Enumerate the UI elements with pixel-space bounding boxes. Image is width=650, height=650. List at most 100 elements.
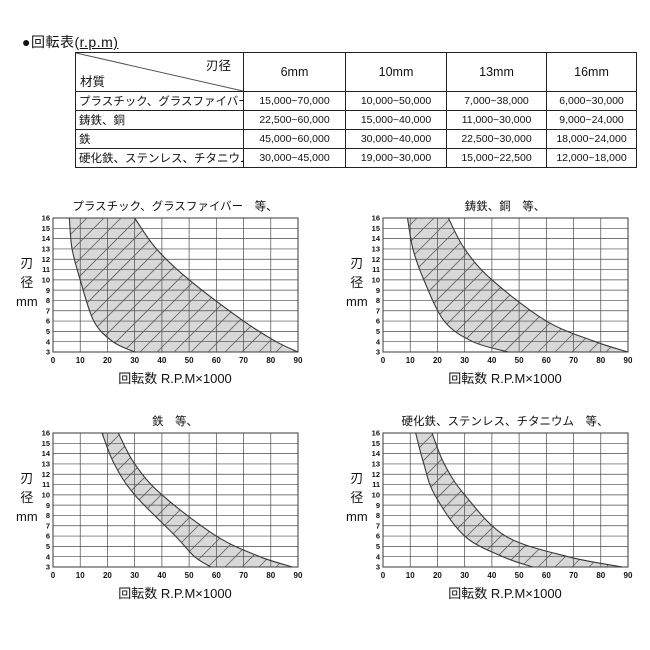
y-tick-label: 4 — [376, 552, 381, 561]
x-tick-label: 90 — [294, 356, 303, 365]
y-tick-label: 8 — [46, 511, 50, 520]
chart-plastic-glassfiber: プラスチック、グラスファイバー 等、 刃 径 mm 0 10 20 30 40 50 60 7… — [10, 198, 320, 387]
page-title: ●回転表(r.p.m) — [22, 32, 118, 52]
y-axis-label-line: 径 — [20, 275, 34, 290]
value-cell: 12,000~18,000 — [546, 148, 637, 168]
y-axis-label-line: mm — [16, 509, 38, 524]
x-tick-label: 0 — [51, 571, 56, 580]
x-tick-label: 80 — [266, 356, 275, 365]
value-cell: 15,000~40,000 — [345, 110, 447, 130]
y-tick-label: 11 — [42, 480, 50, 489]
y-axis-label: 刃 径 mm — [16, 254, 38, 311]
y-tick-label: 4 — [46, 552, 51, 561]
y-tick-label: 6 — [376, 532, 380, 541]
x-tick-label: 90 — [624, 356, 633, 365]
y-tick-label: 11 — [372, 265, 380, 274]
y-tick-label: 12 — [42, 255, 50, 264]
y-tick-label: 9 — [376, 286, 380, 295]
y-axis-label: 刃 径 mm — [346, 469, 368, 526]
y-tick-label: 15 — [372, 224, 380, 233]
y-tick-label: 11 — [372, 480, 380, 489]
value-cell: 10,000~50,000 — [345, 91, 447, 111]
y-axis-label-line: mm — [346, 509, 368, 524]
y-tick-label: 16 — [42, 214, 50, 223]
y-axis-label-line: mm — [16, 294, 38, 309]
page-title-text: ●回転表( — [22, 34, 80, 50]
x-tick-label: 30 — [130, 571, 139, 580]
x-axis-label: 回転数 R.P.M×1000 — [448, 586, 562, 601]
page-title-rpm: r.p.m) — [79, 34, 119, 50]
y-tick-label: 13 — [372, 245, 380, 254]
x-tick-label: 50 — [185, 571, 194, 580]
x-tick-label: 20 — [103, 571, 112, 580]
y-tick-label: 13 — [42, 460, 50, 469]
x-tick-label: 20 — [433, 571, 442, 580]
y-tick-label: 10 — [372, 490, 380, 499]
y-tick-label: 7 — [46, 521, 50, 530]
y-tick-label: 16 — [372, 429, 380, 438]
value-cell: 11,000~30,000 — [446, 110, 547, 130]
y-tick-label: 10 — [372, 275, 380, 284]
value-cell: 6,000~30,000 — [546, 91, 637, 111]
value-cell: 15,000~70,000 — [243, 91, 346, 111]
x-tick-label: 30 — [130, 356, 139, 365]
y-tick-label: 3 — [376, 348, 380, 357]
y-tick-label: 5 — [376, 542, 380, 551]
y-tick-label: 8 — [46, 296, 50, 305]
diagonal-line — [76, 53, 243, 91]
y-tick-label: 11 — [42, 265, 50, 274]
chart-iron: 鉄 等、 刃 径 mm 0 10 20 30 40 50 60 70 80 90 3 4 5 6 7 8 9 10… — [10, 413, 320, 602]
x-tick-label: 70 — [239, 571, 248, 580]
x-tick-label: 60 — [212, 356, 221, 365]
x-tick-label: 50 — [515, 571, 524, 580]
value-cell: 30,000~40,000 — [345, 129, 447, 149]
x-tick-label: 30 — [460, 571, 469, 580]
table-row: 鉄 45,000~60,000 30,000~40,000 22,500~30,000… — [75, 129, 637, 149]
y-tick-label: 5 — [46, 542, 50, 551]
y-axis-label-line: 刃 — [350, 471, 364, 486]
x-tick-label: 10 — [406, 571, 415, 580]
x-tick-label: 10 — [406, 356, 415, 365]
y-tick-label: 12 — [372, 255, 380, 264]
value-cell: 18,000~24,000 — [546, 129, 637, 149]
y-tick-label: 12 — [42, 470, 50, 479]
y-axis-label-line: 刃 — [20, 256, 34, 271]
x-tick-label: 0 — [381, 571, 386, 580]
x-tick-label: 80 — [596, 356, 605, 365]
x-tick-label: 20 — [433, 356, 442, 365]
y-tick-label: 7 — [46, 306, 50, 315]
x-tick-label: 0 — [381, 356, 386, 365]
x-tick-label: 60 — [542, 571, 551, 580]
x-axis-label: 回転数 R.P.M×1000 — [118, 586, 232, 601]
y-tick-label: 5 — [376, 327, 380, 336]
value-cell: 15,000~22,500 — [446, 148, 547, 168]
x-tick-label: 40 — [487, 571, 496, 580]
material-cell: 硬化鉄、ステンレス、チタニウム — [75, 148, 244, 168]
table-header-row: 刃径 材質 6mm 10mm 13mm 16mm — [75, 52, 637, 92]
value-cell: 7,000~38,000 — [446, 91, 547, 111]
value-cell: 22,500~30,000 — [446, 129, 547, 149]
y-tick-label: 9 — [46, 286, 50, 295]
y-axis-label: 刃 径 mm — [16, 469, 38, 526]
y-tick-label: 6 — [376, 317, 380, 326]
x-tick-label: 10 — [76, 356, 85, 365]
y-axis-label-line: mm — [346, 294, 368, 309]
y-tick-label: 15 — [372, 439, 380, 448]
y-tick-label: 13 — [42, 245, 50, 254]
chart-title: 鋳鉄、銅 等、 — [464, 201, 546, 213]
x-tick-label: 90 — [294, 571, 303, 580]
y-tick-label: 7 — [376, 521, 380, 530]
chart-hardened-stainless-titanium: 硬化鉄、ステンレス、チタニウム 等、 刃 径 mm 0 10 20 30 40 50 60 7… — [340, 413, 650, 602]
x-tick-label: 90 — [624, 571, 633, 580]
y-axis-label-line: 径 — [350, 490, 364, 505]
x-axis-label: 回転数 R.P.M×1000 — [448, 371, 562, 386]
y-tick-label: 7 — [376, 306, 380, 315]
y-tick-label: 3 — [46, 348, 50, 357]
y-tick-label: 6 — [46, 317, 50, 326]
x-tick-label: 40 — [157, 571, 166, 580]
y-tick-label: 8 — [376, 511, 380, 520]
y-tick-label: 12 — [372, 470, 380, 479]
